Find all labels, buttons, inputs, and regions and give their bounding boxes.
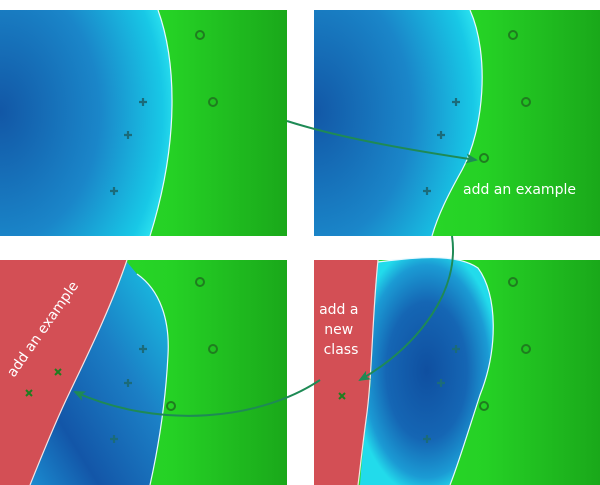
panel-after-add-new-class — [314, 256, 600, 485]
panel-after-add-new-class-red-region — [314, 260, 378, 485]
annotation-add-new-class-line2: new — [324, 322, 353, 338]
after-add-example-circle-marker — [479, 153, 489, 163]
after-add-new-class-plus-marker — [437, 379, 445, 387]
panel-after-add-new-class-blue-region — [360, 257, 494, 485]
after-add-example-2-cross-marker — [54, 368, 62, 376]
annotation-add-example-1: add an example — [463, 182, 576, 198]
annotation-add-new-class-line1: add a — [319, 302, 358, 318]
panel-after-add-new-class-boundary — [377, 256, 494, 485]
after-add-example-2-circle-marker — [208, 344, 218, 354]
initial-circle-marker — [208, 97, 218, 107]
panel-after-add-example-blue-region — [314, 10, 483, 236]
after-add-new-class-circle-marker — [521, 344, 531, 354]
data-point-markers — [25, 30, 531, 443]
panel-after-add-new-class-red-boundary — [357, 259, 379, 485]
transition-arrows — [73, 120, 478, 417]
annotation-add-new-class-line3: class — [324, 342, 359, 358]
initial-circle-marker — [195, 30, 205, 40]
after-add-example-2-plus-marker — [124, 379, 132, 387]
panel-after-add-example-2 — [0, 259, 287, 485]
initial-plus-marker — [110, 187, 118, 195]
after-add-example-plus-marker — [452, 98, 460, 106]
after-add-new-class-circle-marker — [479, 401, 489, 411]
panel-after-add-example-2-red-boundary — [29, 259, 128, 485]
after-add-example-circle-marker — [521, 97, 531, 107]
panel-after-add-example-2-red-region — [0, 260, 127, 485]
arrow-panel1-to-panel2 — [286, 120, 478, 164]
arrow-panel2-to-panel3 — [358, 235, 454, 382]
after-add-example-2-circle-marker — [166, 401, 176, 411]
after-add-example-plus-marker — [423, 187, 431, 195]
after-add-new-class-circle-marker — [508, 277, 518, 287]
panel-initial-blue-region — [0, 10, 173, 236]
after-add-example-plus-marker — [437, 131, 445, 139]
annotation-add-new-class: add a new class — [319, 302, 363, 358]
panel-after-add-example — [314, 9, 600, 237]
initial-plus-marker — [124, 131, 132, 139]
after-add-new-class-plus-marker — [423, 435, 431, 443]
panel-initial-boundary — [149, 9, 173, 237]
after-add-new-class-plus-marker — [452, 345, 460, 353]
after-add-example-2-circle-marker — [195, 277, 205, 287]
after-add-example-2-plus-marker — [139, 345, 147, 353]
after-add-example-circle-marker — [508, 30, 518, 40]
arrow-panel3-to-panel4 — [73, 379, 321, 417]
after-add-example-2-plus-marker — [110, 435, 118, 443]
after-add-new-class-cross-marker — [338, 392, 346, 400]
panel-after-add-example-2-blue-region — [30, 262, 169, 485]
after-add-example-2-cross-marker — [25, 389, 33, 397]
initial-plus-marker — [139, 98, 147, 106]
panel-initial — [0, 9, 287, 237]
panel-after-add-example-2-boundary — [136, 273, 169, 485]
